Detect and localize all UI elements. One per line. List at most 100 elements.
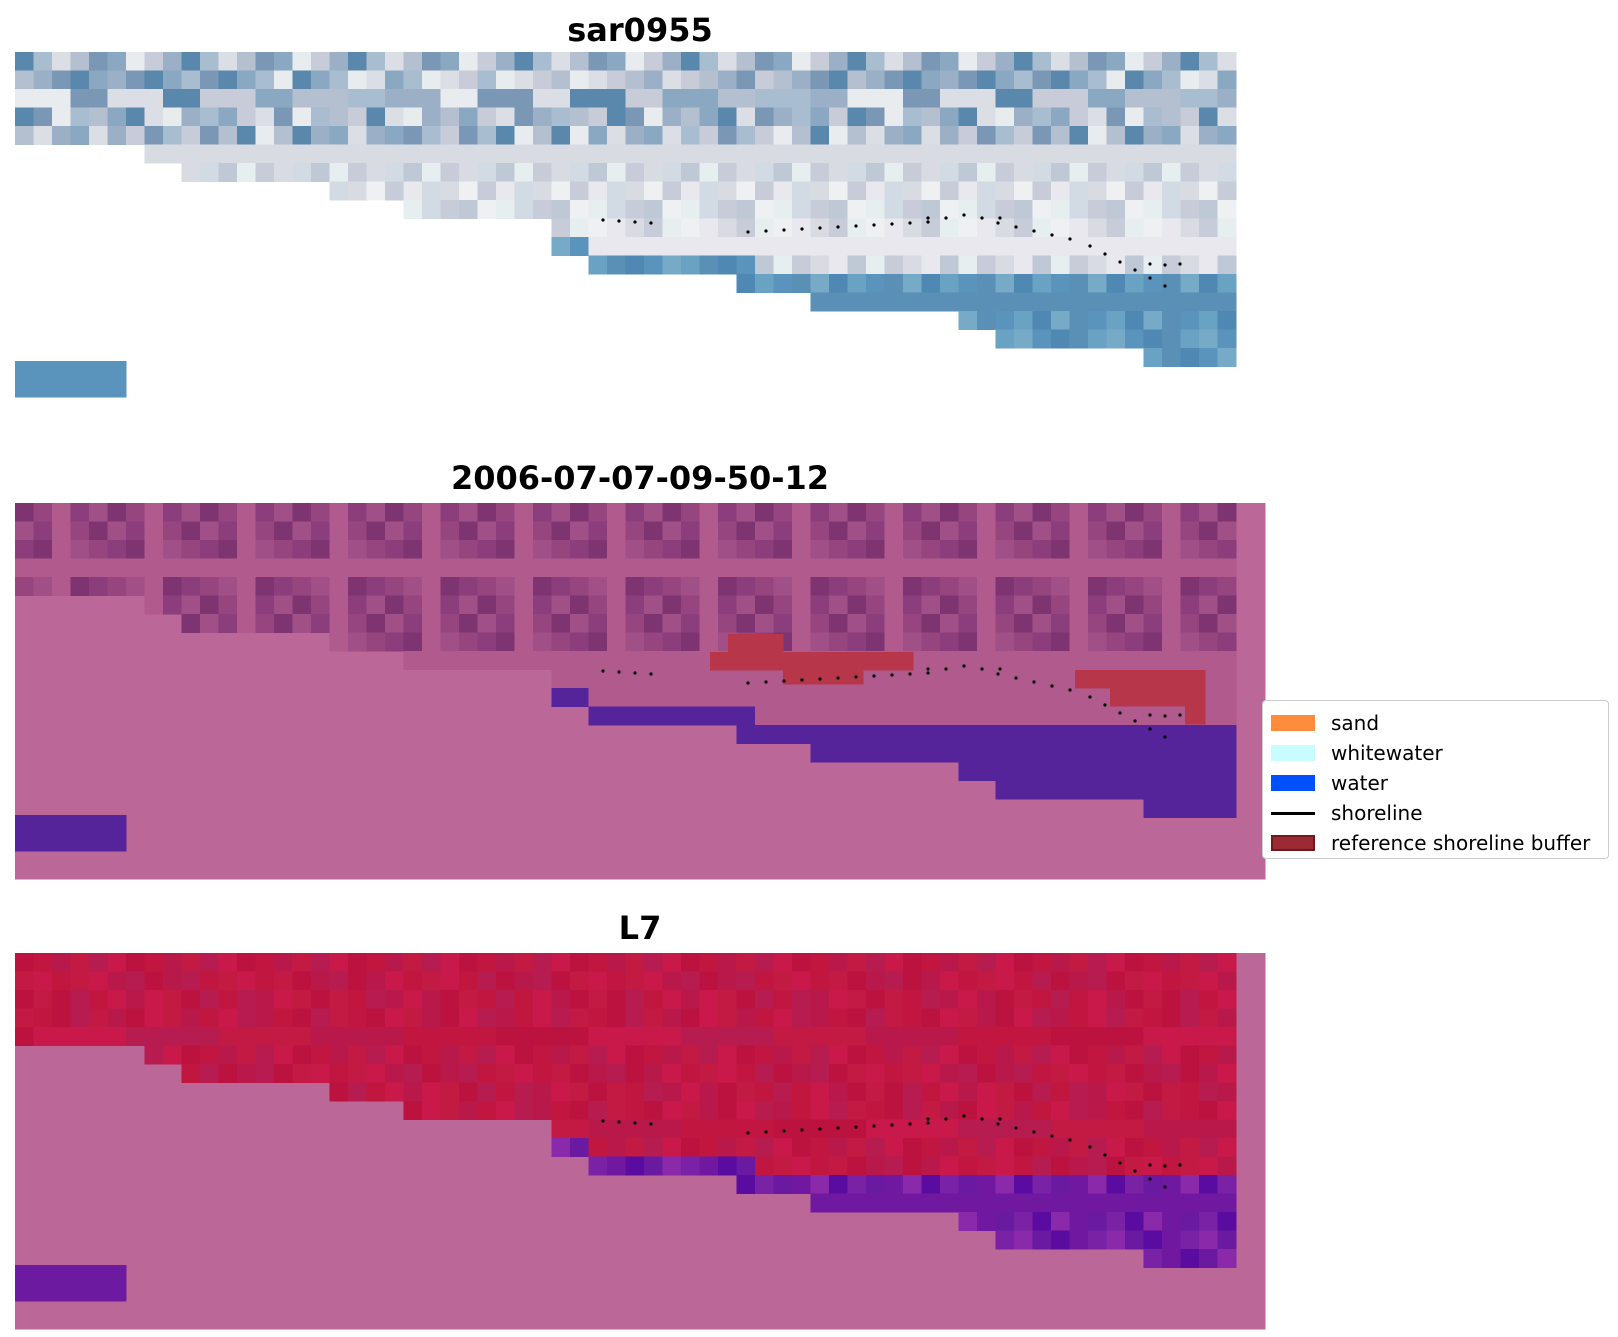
classified-pixel (218, 577, 238, 596)
index-pixel (607, 1082, 626, 1102)
image-pixel (1069, 126, 1089, 145)
index-pixel (1032, 1193, 1052, 1213)
classified-pixel (1051, 540, 1070, 559)
image-pixel (588, 163, 608, 182)
index-pixel (773, 1101, 793, 1120)
classified-pixel (1162, 577, 1181, 596)
classified-pixel (200, 577, 219, 596)
index-pixel (718, 1138, 737, 1157)
index-pixel (200, 953, 219, 972)
image-pixel (422, 126, 441, 145)
classified-pixel (200, 521, 219, 541)
index-pixel (422, 971, 441, 991)
classified-pixel (588, 540, 608, 559)
inset-patch (15, 815, 127, 852)
index-pixel (1106, 1064, 1126, 1083)
index-pixel (625, 1027, 645, 1046)
classified-pixel (403, 558, 423, 578)
index-pixel (551, 1101, 571, 1120)
classified-pixel (607, 706, 626, 726)
image-pixel (348, 163, 367, 182)
index-pixel (810, 1082, 830, 1102)
classified-pixel (662, 540, 682, 559)
index-pixel (237, 1045, 256, 1065)
index-pixel (459, 990, 478, 1009)
image-pixel (755, 255, 774, 275)
index-pixel (1014, 1138, 1033, 1157)
index-pixel (422, 1027, 441, 1046)
classified-pixel (477, 614, 497, 633)
buffer-patch (783, 670, 864, 685)
index-pixel (1069, 1156, 1089, 1176)
image-pixel (15, 89, 34, 108)
shoreline-point (836, 676, 840, 680)
index-pixel (292, 1045, 312, 1065)
index-pixel (662, 1119, 682, 1139)
index-pixel (736, 1045, 756, 1065)
classified-pixel (958, 540, 978, 559)
classified-pixel (958, 521, 978, 541)
classified-pixel (681, 651, 700, 670)
classified-pixel (163, 595, 182, 615)
image-pixel (607, 89, 626, 108)
shoreline-point (980, 1117, 984, 1121)
classified-pixel (1125, 762, 1144, 781)
image-pixel (1162, 144, 1181, 164)
image-pixel (1199, 237, 1218, 256)
classified-pixel (144, 595, 164, 615)
image-pixel (1162, 200, 1181, 219)
image-pixel (810, 274, 830, 293)
classified-pixel (52, 540, 71, 559)
classified-pixel (533, 651, 552, 670)
classified-pixel (1143, 577, 1163, 596)
image-pixel (681, 89, 700, 108)
image-pixel (958, 163, 978, 182)
image-pixel (755, 237, 774, 256)
image-pixel (607, 52, 626, 71)
classified-pixel (718, 669, 737, 689)
classified-pixel (977, 743, 996, 763)
index-pixel (977, 1175, 996, 1194)
index-pixel (644, 1008, 663, 1028)
image-pixel (847, 181, 867, 201)
image-pixel (1106, 311, 1126, 330)
image-pixel (1180, 52, 1200, 71)
classified-pixel (1032, 503, 1052, 522)
index-pixel (1125, 1082, 1144, 1102)
image-pixel (755, 126, 774, 145)
classified-pixel (570, 521, 589, 541)
image-pixel (1106, 292, 1126, 312)
classified-pixel (366, 503, 386, 522)
index-pixel (274, 971, 293, 991)
index-pixel (644, 1045, 663, 1065)
image-pixel (699, 218, 719, 238)
shoreline-point (1148, 276, 1152, 280)
index-pixel (1125, 1138, 1144, 1157)
index-pixel (736, 971, 756, 991)
index-pixel (940, 1082, 959, 1102)
image-pixel (1069, 218, 1089, 238)
classified-pixel (1162, 780, 1181, 800)
image-pixel (977, 292, 996, 312)
shoreline-point (1118, 260, 1122, 264)
image-pixel (1162, 292, 1181, 312)
index-pixel (329, 971, 349, 991)
image-pixel (736, 163, 756, 182)
classified-pixel (995, 632, 1015, 652)
index-pixel (588, 1064, 608, 1083)
classified-pixel (995, 780, 1015, 800)
classified-pixel (829, 632, 848, 652)
image-pixel (644, 144, 663, 164)
classified-pixel (958, 688, 978, 707)
classified-pixel (995, 669, 1015, 689)
classified-pixel (1088, 577, 1107, 596)
image-pixel (847, 292, 867, 312)
index-pixel (89, 990, 108, 1009)
image-pixel (921, 89, 941, 108)
index-pixel (755, 1045, 774, 1065)
image-pixel (311, 70, 330, 90)
classified-pixel (1180, 799, 1200, 818)
image-pixel (921, 200, 941, 219)
shoreline-point (908, 672, 912, 676)
image-pixel (699, 144, 719, 164)
